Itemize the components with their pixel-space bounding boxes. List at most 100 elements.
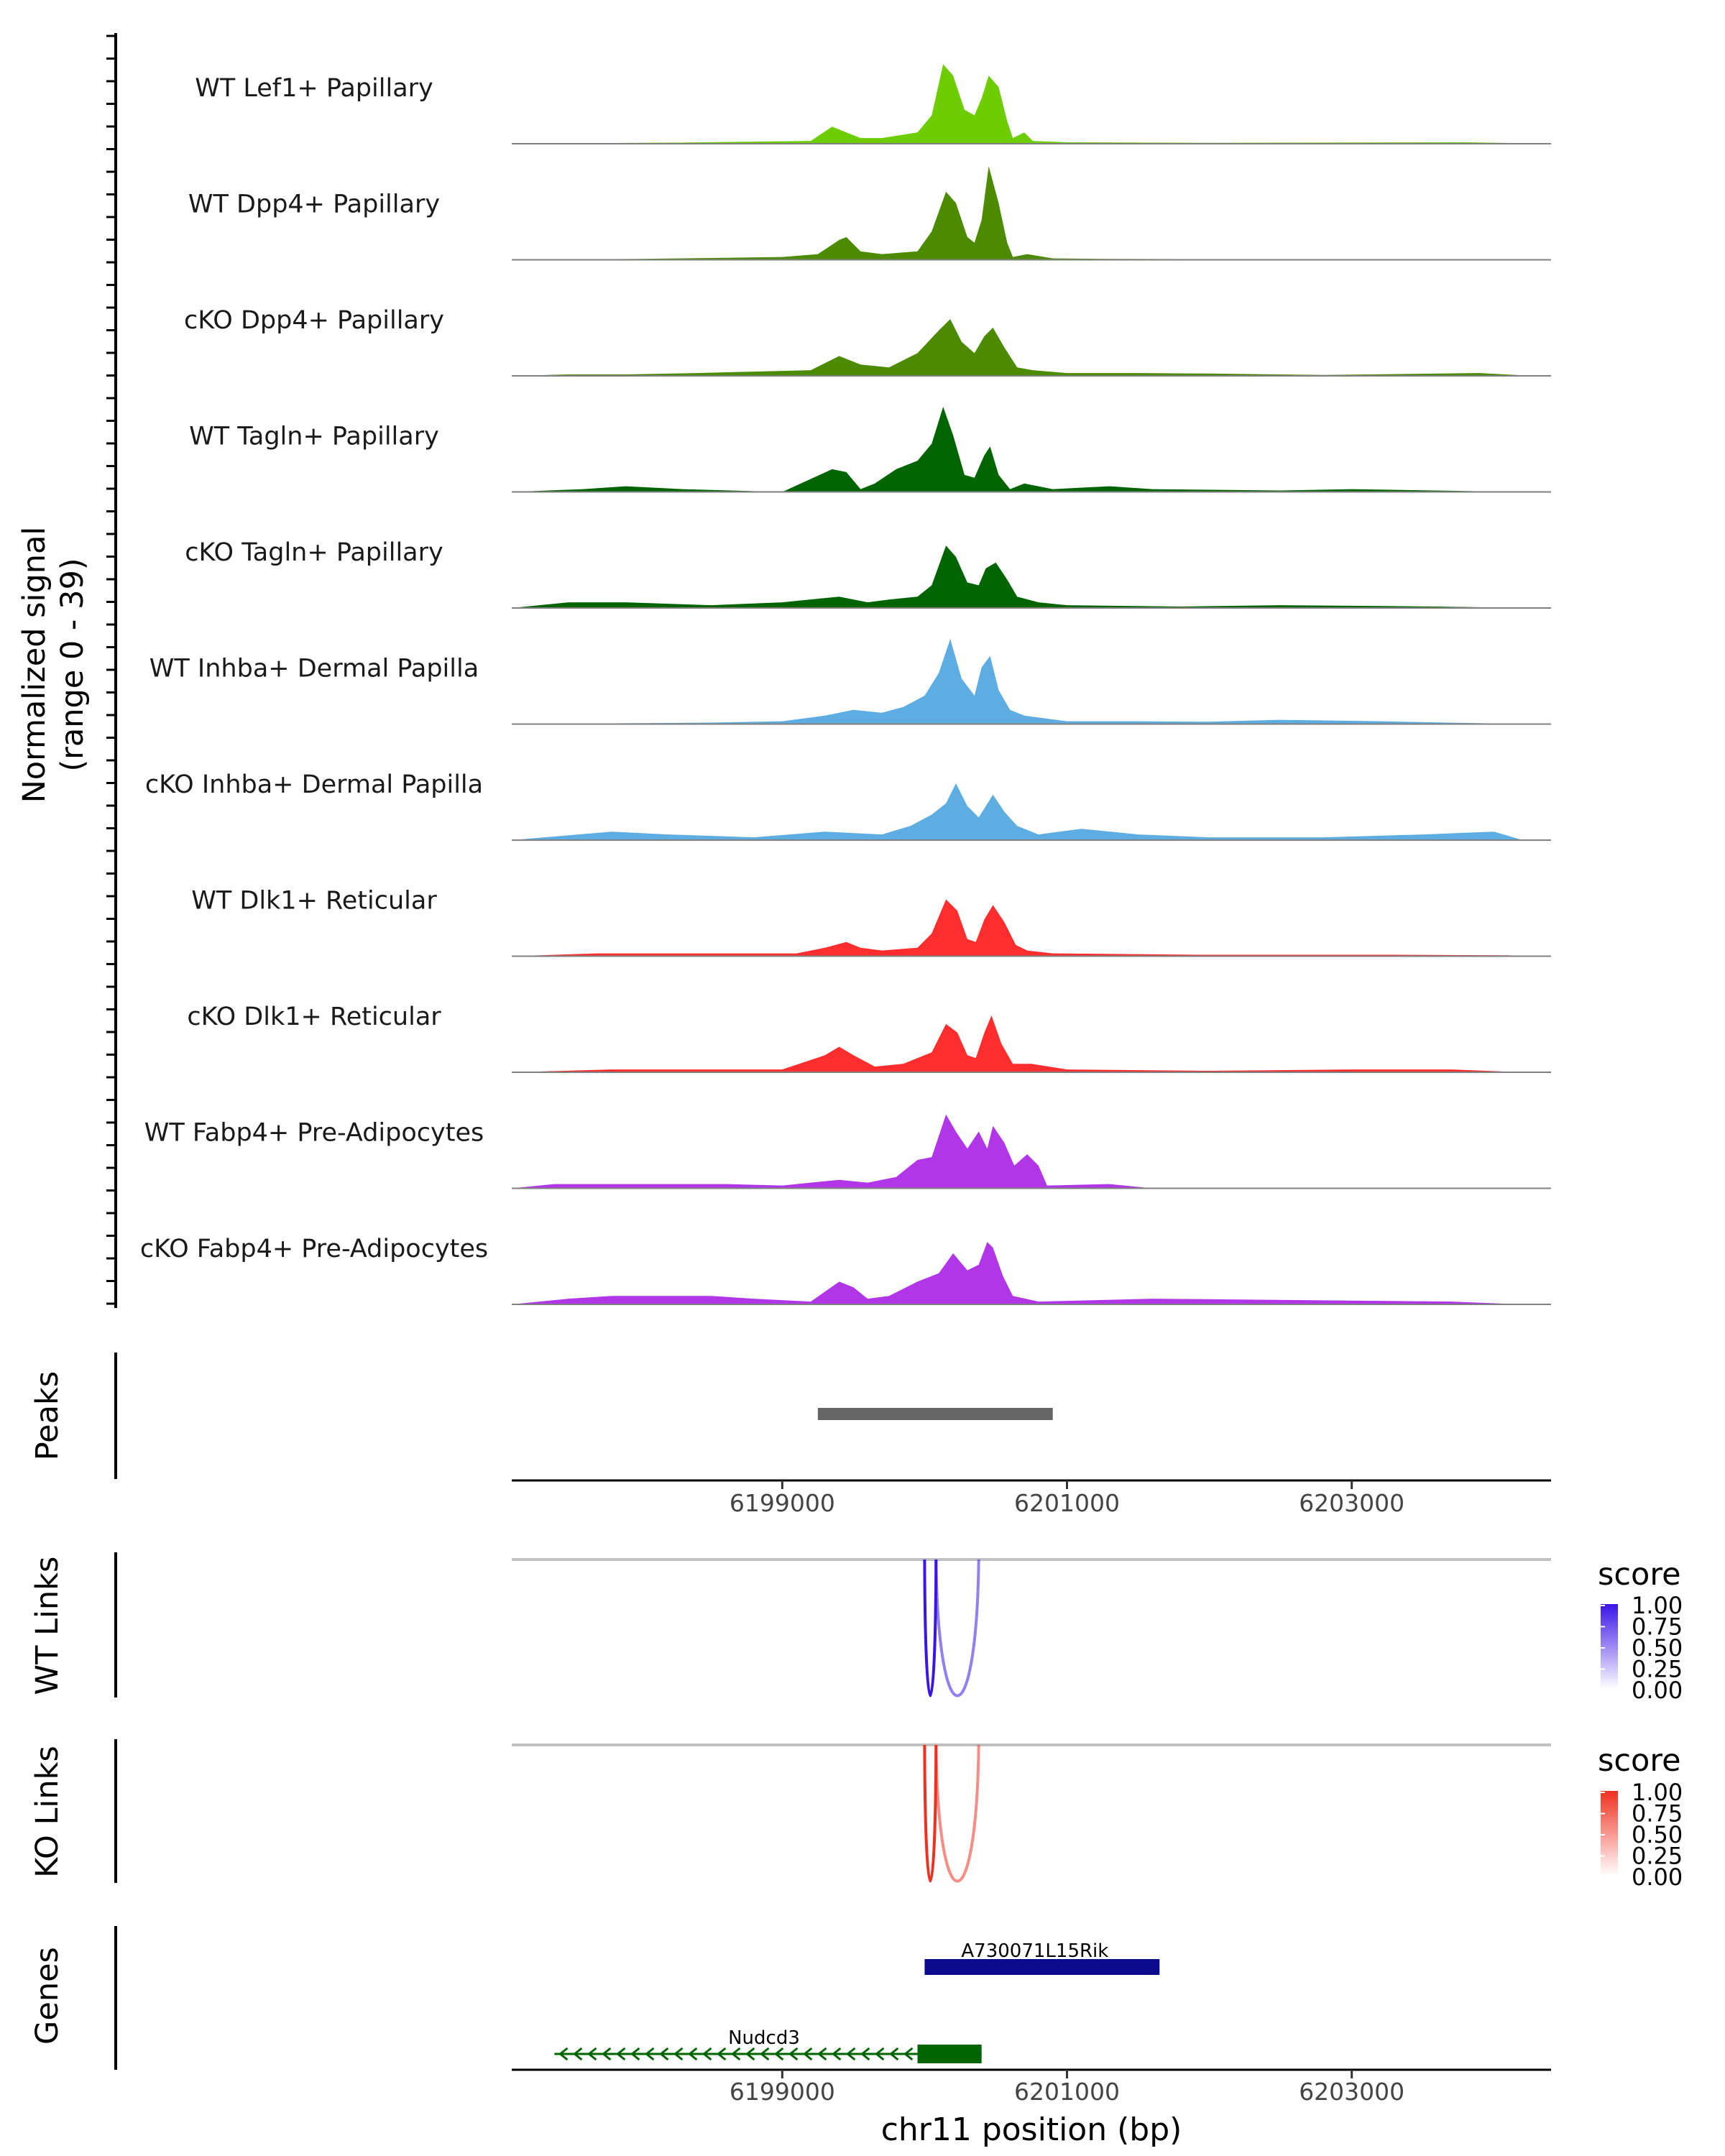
legend-tick-label: 0.75 <box>1632 1613 1683 1641</box>
y-axis-label-line2: (range 0 - 39) <box>55 558 91 771</box>
legend-ko-score: score 1.000.750.500.250.00 <box>1598 1743 1683 1891</box>
link-arc <box>923 1559 938 1697</box>
track-cko-inhba-dermal-papilla: cKO Inhba+ Dermal Papilla <box>145 770 1551 841</box>
peak-region <box>817 1408 1053 1420</box>
strand-arrow <box>659 2047 669 2061</box>
track-label: WT Dpp4+ Papillary <box>188 190 440 219</box>
strand-arrow <box>731 2047 741 2061</box>
track-wt-fabp4-pre-adipocytes: WT Fabp4+ Pre-Adipocytes <box>144 1114 1551 1189</box>
coverage-tracks: WT Lef1+ Papillary WT Dpp4+ Papillary cKO … <box>140 64 1551 1305</box>
strand-arrow <box>645 2047 655 2061</box>
x-tick-label: 6199000 <box>730 2078 835 2106</box>
strand-arrow <box>832 2047 842 2061</box>
legend-tick-label: 0.75 <box>1632 1800 1683 1828</box>
wt-links-label: WT Links <box>29 1557 65 1695</box>
legend-ko-colorbar <box>1601 1791 1618 1876</box>
strand-arrow <box>817 2047 827 2061</box>
ko-links-layer <box>923 1744 980 1883</box>
legend-wt-colorbar <box>1601 1604 1618 1689</box>
track-label: WT Inhba+ Dermal Papilla <box>150 655 479 683</box>
strand-arrow <box>875 2047 885 2061</box>
x-tick-label: 6203000 <box>1299 1489 1404 1517</box>
legend-ko-ticks: 1.000.750.500.250.00 <box>1601 1779 1683 1891</box>
genes-label: Genes <box>29 1947 65 2045</box>
track-signal-area <box>512 1242 1523 1304</box>
legend-wt-ticks: 1.000.750.500.250.00 <box>1601 1592 1683 1704</box>
link-arc <box>934 1559 980 1697</box>
track-wt-tagln-papillary: WT Tagln+ Papillary <box>189 407 1551 493</box>
x-tick-label: 6203000 <box>1299 2078 1404 2106</box>
x-tick-label: 6199000 <box>730 1489 835 1517</box>
track-label: WT Tagln+ Papillary <box>189 423 439 451</box>
track-wt-dlk1-reticular: WT Dlk1+ Reticular <box>191 887 1551 957</box>
strand-arrow <box>788 2047 799 2061</box>
strand-arrow <box>587 2047 597 2061</box>
track-signal-area <box>512 783 1523 840</box>
link-arc <box>923 1744 938 1883</box>
strand-arrow <box>688 2047 698 2061</box>
track-label: WT Fabp4+ Pre-Adipocytes <box>144 1119 484 1148</box>
track-signal-area <box>512 1114 1523 1189</box>
strand-arrow <box>573 2047 583 2061</box>
strand-arrow <box>924 1959 934 1975</box>
track-label: cKO Tagln+ Papillary <box>185 538 443 567</box>
legend-tick-label: 0.00 <box>1632 1864 1683 1891</box>
strand-arrow <box>860 2047 870 2061</box>
peaks-label: Peaks <box>29 1371 65 1461</box>
track-cko-tagln-papillary: cKO Tagln+ Papillary <box>185 538 1551 609</box>
legend-tick-label: 0.50 <box>1632 1634 1683 1662</box>
legend-tick-label: 1.00 <box>1632 1592 1683 1619</box>
track-label: cKO Dlk1+ Reticular <box>187 1003 441 1031</box>
track-wt-dpp4-papillary: WT Dpp4+ Papillary <box>188 166 1551 261</box>
track-wt-lef1-papillary: WT Lef1+ Papillary <box>195 64 1551 144</box>
legend-tick-label: 1.00 <box>1632 1779 1683 1806</box>
genes-layer: A730071L15Rik Nudcd3 <box>554 1940 1160 2063</box>
gene-a730071l15rik: A730071L15Rik <box>924 1940 1160 1975</box>
strand-arrow <box>903 2047 914 2061</box>
gene-body <box>924 1959 1160 1975</box>
x-ticks-bottom: 6199000 6201000 6203000 <box>730 2070 1404 2106</box>
strand-arrow <box>602 2047 612 2061</box>
track-cko-dpp4-papillary: cKO Dpp4+ Papillary <box>184 306 1551 377</box>
ko-links-label: KO Links <box>29 1746 65 1878</box>
link-arc <box>934 1744 980 1883</box>
legend-tick-label: 0.50 <box>1632 1821 1683 1848</box>
track-wt-inhba-dermal-papilla: WT Inhba+ Dermal Papilla <box>150 639 1551 725</box>
track-label: WT Dlk1+ Reticular <box>191 887 437 916</box>
strand-arrow <box>616 2047 626 2061</box>
x-tick-label: 6201000 <box>1014 2078 1120 2106</box>
gene-exon <box>917 2045 982 2063</box>
strand-arrow <box>889 2047 899 2061</box>
strand-arrow <box>846 2047 856 2061</box>
strand-arrow <box>630 2047 640 2061</box>
wt-links-layer <box>923 1559 980 1697</box>
legend-ko-title: score <box>1598 1743 1681 1779</box>
strand-arrow <box>760 2047 770 2061</box>
peaks-layer <box>817 1408 1053 1420</box>
track-cko-dlk1-reticular: cKO Dlk1+ Reticular <box>187 1003 1551 1073</box>
strand-arrow <box>558 2047 569 2061</box>
strand-arrow <box>717 2047 727 2061</box>
strand-arrow <box>745 2047 755 2061</box>
gene-nudcd3: Nudcd3 <box>554 2027 982 2063</box>
x-tick-label: 6201000 <box>1014 1489 1120 1517</box>
track-label: WT Lef1+ Papillary <box>195 74 433 103</box>
legend-tick-label: 0.25 <box>1632 1656 1683 1683</box>
track-label: cKO Fabp4+ Pre-Adipocytes <box>140 1235 488 1263</box>
legend-tick-label: 0.25 <box>1632 1843 1683 1870</box>
gene-label: A730071L15Rik <box>961 1940 1108 1962</box>
coverage-y-ticks <box>106 34 116 1305</box>
strand-arrow <box>803 2047 813 2061</box>
x-ticks-top: 6199000 6201000 6203000 <box>730 1480 1404 1517</box>
track-label: cKO Inhba+ Dermal Papilla <box>145 770 483 799</box>
x-axis-label: chr11 position (bp) <box>881 2111 1182 2148</box>
legend-wt-score: score 1.000.750.500.250.00 <box>1598 1557 1683 1704</box>
gene-label: Nudcd3 <box>728 2027 800 2049</box>
strand-arrow <box>673 2047 684 2061</box>
legend-tick-label: 0.00 <box>1632 1677 1683 1704</box>
strand-arrow <box>702 2047 712 2061</box>
y-axis-label-line1: Normalized signal <box>17 527 52 803</box>
strand-arrow <box>774 2047 784 2061</box>
